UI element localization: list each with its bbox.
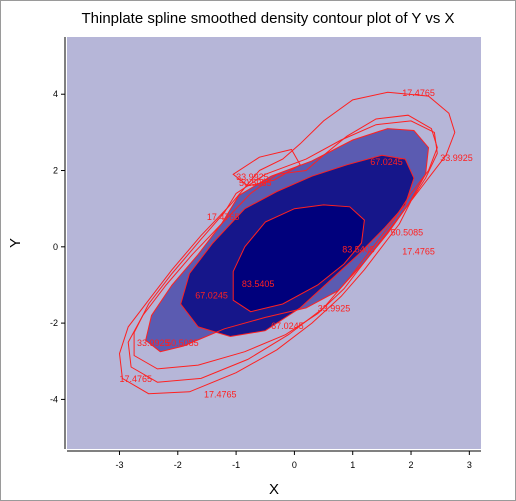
contour-label-level-1-4: 17.4765: [120, 374, 153, 384]
contour-labels: 17.4765 17.4765 17.4765 17.4765 17.4765 33.99…: [120, 88, 473, 399]
contour-label-level-1-2: 17.4765: [207, 212, 240, 222]
contour-label-level-4-2: 67.0245: [195, 290, 228, 300]
x-tick-label: 0: [292, 460, 297, 470]
contour-line-level-1-1: [118, 91, 456, 395]
contour-line-level-4-1: [180, 154, 415, 338]
contour-label-level-2-1: 33.9925: [236, 172, 269, 182]
y-tick-label: -4: [50, 394, 58, 404]
y-tick-label: -2: [50, 318, 58, 328]
contour-label-level-1-1: 17.4765: [402, 88, 435, 98]
y-axis-ticks: -4 -2 0 2 4: [50, 89, 65, 404]
x-tick-label: -2: [174, 460, 182, 470]
contour-label-level-3-3: 50.5085: [166, 338, 199, 348]
contour-label-level-2-3: 33.9925: [318, 304, 351, 314]
contour-label-level-3-1: 50.5085: [239, 178, 272, 188]
contour-label-level-2-2: 33.9925: [440, 153, 473, 163]
contour-fill-level-5: [233, 204, 365, 312]
x-tick-label: -1: [232, 460, 240, 470]
contour-lines: [118, 91, 456, 395]
x-axis-ticks: -3 -2 -1 0 1 2 3: [115, 451, 472, 470]
contour-label-level-5-2: 83.5405: [242, 279, 275, 289]
contour-line-level-2-1: [133, 120, 438, 370]
x-tick-label: -3: [115, 460, 123, 470]
contour-line-level-5-1: [232, 204, 365, 313]
contour-label-level-1-5: 17.4765: [204, 390, 237, 400]
y-tick-label: 2: [53, 166, 58, 176]
contour-label-level-4-3: 67.0245: [271, 321, 304, 331]
contour-fills: [145, 128, 429, 352]
x-tick-label: 1: [350, 460, 355, 470]
contour-label-level-3-2: 50.5085: [391, 227, 424, 237]
y-tick-label: 4: [53, 89, 58, 99]
y-axis-title: Y: [7, 238, 24, 248]
contour-label-level-4-1: 67.0245: [370, 157, 403, 167]
contour-label-level-5-1: 83.5405: [342, 245, 375, 255]
contour-label-level-2-4: 33.9925: [137, 338, 170, 348]
contour-line-level-3-1: [145, 128, 430, 353]
x-axis-title: X: [269, 481, 279, 498]
y-tick-label: 0: [53, 242, 58, 252]
chart-title: Thinplate spline smoothed density contou…: [81, 10, 454, 27]
contour-label-level-1-3: 17.4765: [402, 246, 435, 256]
x-tick-label: 2: [409, 460, 414, 470]
x-tick-label: 3: [467, 460, 472, 470]
